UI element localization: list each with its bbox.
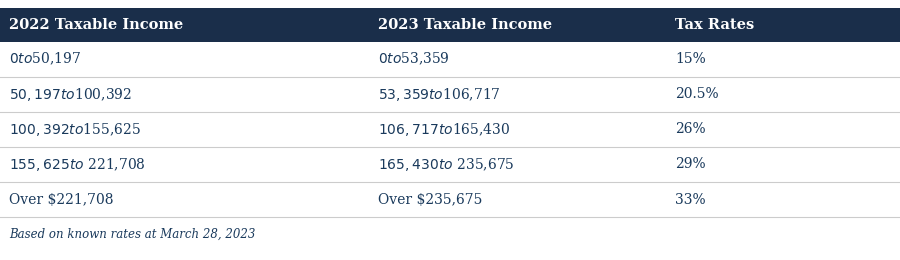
Text: $53,359 to $106,717: $53,359 to $106,717	[378, 86, 500, 103]
Bar	[0, 112, 900, 147]
Text: 2022 Taxable Income: 2022 Taxable Income	[9, 18, 184, 32]
Bar	[0, 182, 900, 217]
Text: $0 to $50,197: $0 to $50,197	[9, 51, 81, 67]
Text: $100,392 to $155,625: $100,392 to $155,625	[9, 121, 141, 138]
Bar	[0, 8, 900, 42]
Text: Over $221,708: Over $221,708	[9, 193, 113, 206]
Bar	[0, 77, 900, 112]
Text: 15%: 15%	[675, 52, 706, 66]
Bar	[0, 147, 900, 182]
Text: $165,430 to $ 235,675: $165,430 to $ 235,675	[378, 156, 515, 173]
Text: 2023 Taxable Income: 2023 Taxable Income	[378, 18, 552, 32]
Text: $0 to $53,359: $0 to $53,359	[378, 51, 450, 67]
Text: Tax Rates: Tax Rates	[675, 18, 754, 32]
Text: 20.5%: 20.5%	[675, 87, 718, 101]
Text: Based on known rates at March 28, 2023: Based on known rates at March 28, 2023	[9, 228, 256, 240]
Bar	[0, 42, 900, 77]
Text: Over $235,675: Over $235,675	[378, 193, 482, 206]
Text: $50,197 to $100,392: $50,197 to $100,392	[9, 86, 132, 103]
Text: 29%: 29%	[675, 158, 706, 171]
Text: $106,717 to $165,430: $106,717 to $165,430	[378, 121, 510, 138]
Text: $155,625 to $ 221,708: $155,625 to $ 221,708	[9, 156, 146, 173]
Text: 26%: 26%	[675, 122, 706, 136]
Text: 33%: 33%	[675, 193, 706, 206]
